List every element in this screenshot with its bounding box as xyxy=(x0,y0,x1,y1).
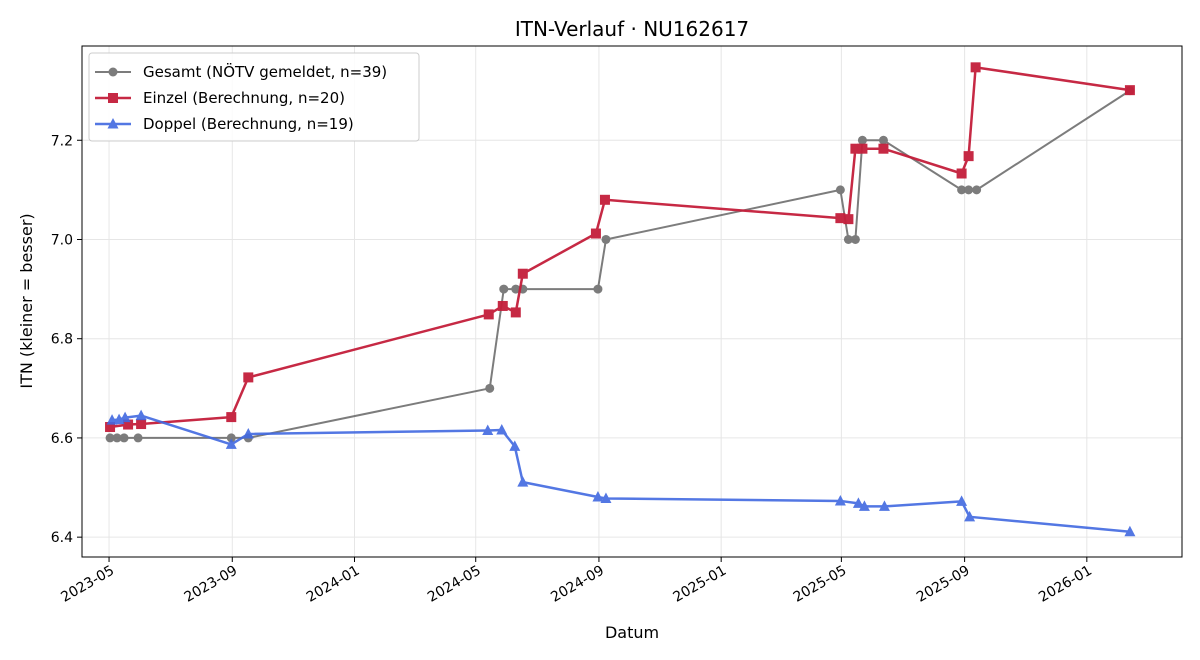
data-point-gesamt xyxy=(112,433,122,443)
data-point-gesamt xyxy=(964,185,974,195)
data-point-einzel xyxy=(843,214,854,225)
data-point-einzel xyxy=(878,143,889,154)
x-tick-label: 2025-01 xyxy=(670,563,729,606)
data-point-einzel xyxy=(599,194,610,205)
data-point-einzel xyxy=(590,228,601,239)
tick-layer: 2023-05 2023-09 2024-01 2024-05 2024-09 2025-… xyxy=(51,133,1095,605)
data-point-gesamt xyxy=(843,234,853,244)
data-point-gesamt xyxy=(850,234,860,244)
data-point-doppel xyxy=(496,423,508,435)
data-point-doppel xyxy=(852,497,864,508)
data-point-doppel xyxy=(509,440,521,451)
x-axis-title: Datum xyxy=(605,623,659,642)
data-point-doppel xyxy=(242,427,254,439)
series-line-einzel xyxy=(109,66,1131,429)
data-point-gesamt xyxy=(857,135,867,145)
x-tick-label: 2024-01 xyxy=(304,563,363,606)
data-point-einzel xyxy=(123,419,134,430)
data-point-gesamt xyxy=(593,284,603,294)
data-point-doppel xyxy=(592,490,604,502)
data-point-gesamt xyxy=(119,433,129,443)
data-point-doppel xyxy=(600,492,612,503)
x-tick-label: 2026-01 xyxy=(1036,563,1095,606)
legend-swatch-marker xyxy=(107,118,119,129)
data-point-einzel xyxy=(243,372,254,383)
data-point-einzel xyxy=(136,419,147,430)
data-point-gesamt xyxy=(601,234,611,244)
x-tick-label: 2025-09 xyxy=(914,563,973,606)
plot-frame xyxy=(81,45,1183,558)
data-point-einzel xyxy=(963,151,974,162)
x-tick-label: 2024-09 xyxy=(548,563,607,606)
data-point-gesamt xyxy=(835,185,845,195)
data-point-doppel xyxy=(1124,525,1136,537)
legend-label-einzel: Einzel (Berechnung, n=20) xyxy=(143,89,345,107)
y-tick-label: 6.8 xyxy=(51,332,73,348)
data-point-gesamt xyxy=(226,433,236,443)
data-point-doppel xyxy=(956,495,968,506)
data-point-doppel xyxy=(858,500,870,511)
legend: Gesamt (NÖTV gemeldet, n=39) Einzel (Bere… xyxy=(88,52,420,142)
data-point-doppel xyxy=(135,409,147,421)
data-point-doppel xyxy=(225,438,237,449)
y-tick-label: 7.2 xyxy=(51,133,73,149)
series-line-gesamt xyxy=(110,89,1131,439)
series-layer xyxy=(105,62,1136,537)
data-point-einzel xyxy=(517,268,528,279)
legend-item-doppel xyxy=(95,118,131,129)
legend-label-doppel: Doppel (Berechnung, n=19) xyxy=(143,115,354,133)
data-point-gesamt xyxy=(485,383,495,393)
legend-swatch-marker xyxy=(108,67,118,77)
data-point-gesamt xyxy=(511,284,521,294)
data-point-einzel xyxy=(970,62,981,73)
series-gesamt xyxy=(105,86,1135,443)
data-point-doppel xyxy=(878,500,890,511)
data-point-einzel xyxy=(483,309,494,320)
data-point-einzel xyxy=(226,412,237,423)
data-point-doppel xyxy=(517,476,529,487)
grid-layer xyxy=(82,46,1182,557)
legend-item-gesamt xyxy=(95,67,131,77)
data-point-einzel xyxy=(497,300,508,311)
data-point-gesamt xyxy=(133,433,143,443)
data-point-gesamt xyxy=(105,433,115,443)
data-point-einzel xyxy=(956,168,967,179)
series-line-doppel xyxy=(111,414,1131,533)
y-tick-label: 6.6 xyxy=(51,431,73,447)
x-tick-label: 2024-05 xyxy=(425,563,484,606)
data-point-gesamt xyxy=(957,185,967,195)
data-point-doppel xyxy=(482,424,494,435)
x-tick-label: 2025-05 xyxy=(791,563,850,606)
data-point-einzel xyxy=(105,422,116,433)
data-point-doppel xyxy=(964,510,976,522)
data-point-doppel xyxy=(834,494,846,506)
data-point-einzel xyxy=(835,213,846,224)
y-tick-label: 6.4 xyxy=(51,530,73,546)
data-point-einzel xyxy=(1124,85,1135,96)
x-tick-label: 2023-09 xyxy=(182,563,241,606)
data-point-gesamt xyxy=(972,185,982,195)
legend-swatch-marker xyxy=(108,93,118,103)
legend-box xyxy=(88,52,420,142)
series-doppel xyxy=(106,409,1136,537)
legend-item-einzel xyxy=(95,93,131,103)
data-point-einzel xyxy=(850,143,861,154)
chart-title: ITN-Verlauf · NU162617 xyxy=(515,17,749,41)
data-point-gesamt xyxy=(878,135,888,145)
legend-label-gesamt: Gesamt (NÖTV gemeldet, n=39) xyxy=(143,62,387,81)
data-point-einzel xyxy=(510,307,521,318)
y-tick-label: 7.0 xyxy=(51,232,73,248)
x-tick-label: 2023-05 xyxy=(58,563,117,606)
series-einzel xyxy=(105,62,1135,433)
data-point-gesamt xyxy=(499,284,509,294)
y-axis-title: ITN (kleiner = besser) xyxy=(17,213,36,388)
data-point-doppel xyxy=(119,411,131,423)
data-point-einzel xyxy=(857,143,868,154)
